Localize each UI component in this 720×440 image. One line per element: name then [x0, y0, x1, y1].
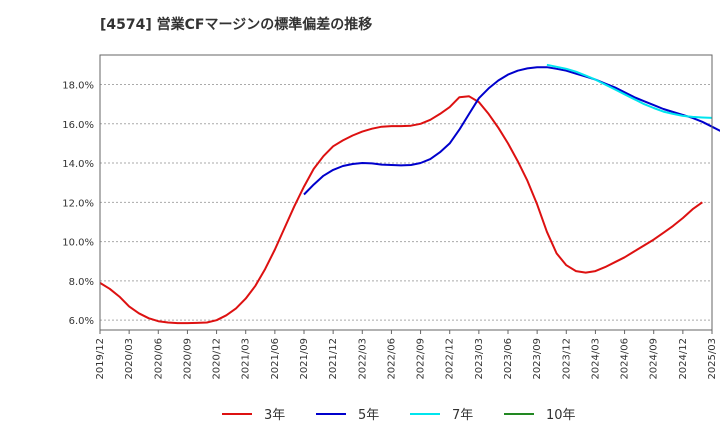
x-tick-label: 2020/12 — [212, 338, 223, 380]
x-tick-label: 2022/06 — [386, 338, 397, 380]
series-line — [99, 95, 703, 325]
x-tick-label: 2022/03 — [357, 338, 368, 380]
x-tick-label: 2021/03 — [241, 338, 252, 380]
grid — [100, 83, 712, 321]
x-tick-label: 2021/09 — [299, 338, 310, 380]
y-axis: 6.0% 8.0% 10.0% 12.0% 14.0% 16.0% 18.0% — [62, 80, 94, 327]
y-tick-label: 8.0% — [69, 277, 94, 288]
y-tick-label: 18.0% — [62, 80, 94, 91]
x-tick-label: 2020/06 — [153, 338, 164, 380]
y-tick-label: 12.0% — [62, 198, 94, 209]
legend-label: 5年 — [358, 408, 379, 423]
x-tick-label: 2024/03 — [590, 338, 601, 380]
x-tick-label: 2022/09 — [416, 338, 427, 380]
x-tick-label: 2024/06 — [620, 338, 631, 380]
legend: 3年 5年 7年 10年 — [222, 408, 576, 423]
x-tick-label: 2020/09 — [182, 338, 193, 380]
x-tick-label: 2023/09 — [532, 338, 543, 380]
legend-label: 7年 — [452, 408, 473, 423]
y-tick-label: 6.0% — [69, 316, 94, 327]
series-lines — [99, 63, 720, 325]
plot-frame — [99, 54, 713, 331]
x-tick-label: 2024/12 — [678, 338, 689, 380]
x-tick-label: 2022/12 — [445, 338, 456, 380]
x-tick-label: 2023/06 — [503, 338, 514, 380]
x-tick-label: 2023/03 — [474, 338, 485, 380]
series-line — [303, 66, 720, 196]
x-tick-label: 2021/12 — [328, 338, 339, 380]
y-tick-label: 16.0% — [62, 120, 94, 131]
x-tick-label: 2020/03 — [124, 338, 135, 380]
chart-title: [4574] 営業CFマージンの標準偏差の推移 — [100, 16, 372, 33]
x-tick-label: 2025/03 — [707, 338, 718, 380]
x-tick-label: 2019/12 — [95, 338, 106, 380]
x-tick-label: 2023/12 — [561, 338, 572, 380]
legend-label: 3年 — [264, 408, 285, 423]
x-tick-label: 2024/09 — [649, 338, 660, 380]
series-line — [546, 63, 713, 119]
legend-label: 10年 — [546, 408, 576, 423]
x-axis: 2019/12 2020/03 2020/06 2020/09 2020/12 2021/… — [95, 330, 718, 380]
y-tick-label: 14.0% — [62, 159, 94, 170]
x-tick-label: 2021/06 — [270, 338, 281, 380]
y-tick-label: 10.0% — [62, 238, 94, 249]
